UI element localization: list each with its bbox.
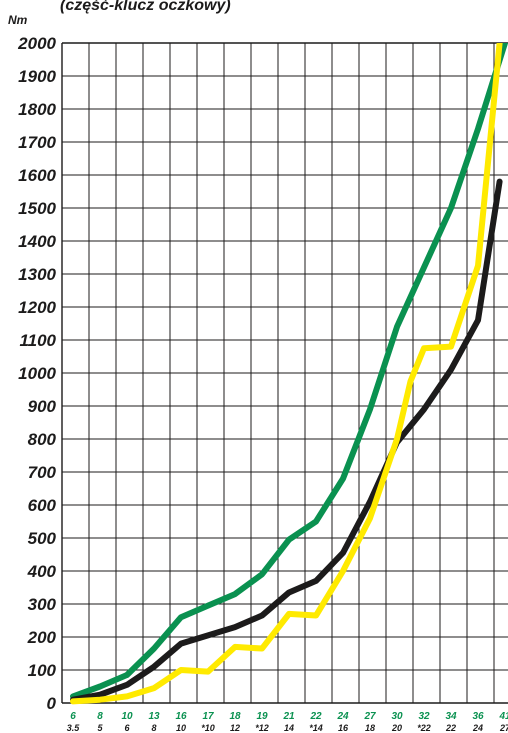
x-tick-label-top: 13 — [148, 711, 160, 722]
x-tick-label-top: 10 — [121, 711, 133, 722]
x-tick-label-bottom: 5 — [97, 723, 103, 733]
chart-subtitle: (część-klucz oczkowy) — [60, 0, 231, 14]
x-tick-label-top: 18 — [229, 711, 241, 722]
grid — [61, 42, 508, 704]
x-tick-label-top: 8 — [97, 711, 103, 722]
x-tick-label-bottom: 3.5 — [67, 723, 81, 733]
series-line-3 — [70, 43, 503, 705]
x-tick-label-bottom: *14 — [309, 723, 323, 733]
y-axis-label: Nm — [8, 13, 28, 27]
y-tick-label: 900 — [28, 397, 57, 416]
x-tick-label-bottom: *10 — [201, 723, 215, 733]
x-tick-label-top: 32 — [418, 711, 430, 722]
x-tick-label-bottom: 20 — [391, 723, 402, 733]
x-tick-label-bottom: *12 — [255, 723, 269, 733]
x-tick-label-bottom: 8 — [151, 723, 156, 733]
x-tick-label-bottom: 12 — [230, 723, 240, 733]
y-tick-label: 1000 — [18, 364, 56, 383]
y-tick-label: 200 — [27, 628, 57, 647]
x-tick-label-top: 17 — [202, 711, 214, 722]
y-tick-label: 1700 — [18, 133, 56, 152]
y-tick-label: 1600 — [18, 166, 56, 185]
y-tick-label: 1800 — [18, 100, 56, 119]
x-tick-label-top: 16 — [175, 711, 187, 722]
x-tick-label-top: 24 — [336, 711, 349, 722]
x-tick-label-top: 19 — [256, 711, 268, 722]
y-tick-label: 1300 — [18, 265, 56, 284]
y-axis-ticks: 0 100 200 300 400 500 600 700 800 900 1000 1100 1200… — [17, 34, 56, 713]
x-tick-label-bottom: 22 — [445, 723, 456, 733]
y-tick-label: 2000 — [17, 34, 56, 53]
x-tick-label-bottom: 27 — [499, 723, 508, 733]
x-axis-ticks: 6 8 10 13 16 17 18 19 21 22 24 27 30 32 34 36 41 3.5 5 6 8 10… — [67, 711, 508, 733]
x-tick-label-bottom: *22 — [417, 723, 431, 733]
x-tick-label-top: 6 — [70, 711, 76, 722]
y-tick-label: 1400 — [18, 232, 56, 251]
y-tick-label: 1500 — [18, 199, 56, 218]
x-tick-label-top: 34 — [445, 711, 457, 722]
y-tick-label: 700 — [28, 463, 57, 482]
x-tick-label-bottom: 6 — [124, 723, 130, 733]
x-tick-label-bottom: 18 — [365, 723, 375, 733]
series-line-2 — [70, 178, 503, 703]
x-tick-label-top: 27 — [363, 711, 376, 722]
y-tick-label: 1900 — [18, 67, 56, 86]
x-tick-label-bottom: 16 — [338, 723, 349, 733]
y-tick-label: 600 — [28, 496, 57, 515]
x-tick-label-top: 41 — [498, 711, 508, 722]
y-tick-label: 500 — [28, 529, 57, 548]
y-tick-label: 400 — [27, 562, 57, 581]
y-tick-label: 0 — [47, 694, 57, 713]
y-tick-label: 300 — [28, 595, 57, 614]
x-tick-label-top: 22 — [309, 711, 322, 722]
x-tick-label-top: 30 — [391, 711, 403, 722]
y-tick-label: 100 — [28, 661, 57, 680]
y-tick-label: 1200 — [18, 298, 56, 317]
y-tick-label: 800 — [28, 430, 57, 449]
x-tick-label-top: 36 — [472, 711, 484, 722]
series-lines — [70, 43, 508, 705]
series-line-1 — [70, 43, 508, 700]
x-tick-label-top: 21 — [282, 711, 295, 722]
x-tick-label-bottom: 14 — [284, 723, 294, 733]
y-tick-label: 1100 — [19, 331, 56, 350]
x-tick-label-bottom: 10 — [176, 723, 186, 733]
x-tick-label-bottom: 24 — [472, 723, 483, 733]
